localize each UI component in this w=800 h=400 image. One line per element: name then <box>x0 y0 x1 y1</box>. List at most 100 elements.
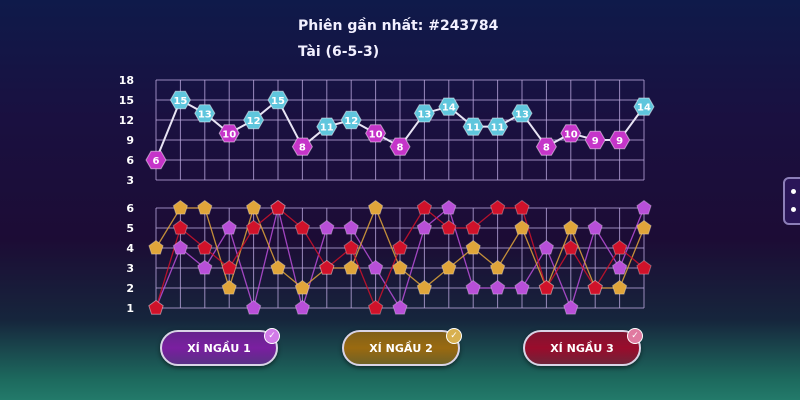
check-icon: ✓ <box>264 328 280 344</box>
dice3-point <box>148 299 164 315</box>
sum-point-label: 10 <box>369 129 383 140</box>
dice2-point <box>172 199 189 215</box>
dice2-point <box>489 259 506 275</box>
y-tick-label: 1 <box>126 302 134 315</box>
sum-point <box>487 117 509 136</box>
sum-point-label: 11 <box>466 123 480 134</box>
sum-point-label: 14 <box>637 103 651 114</box>
dice-1-button[interactable]: XÍ NGẦU 1 ✓ <box>160 328 280 366</box>
sum-point-label: 12 <box>344 116 358 127</box>
sum-point <box>462 117 484 136</box>
sum-point-label: 11 <box>491 123 505 134</box>
sum-point-label: 9 <box>616 136 623 147</box>
dice3-point <box>294 219 311 235</box>
dice1-point <box>587 219 603 235</box>
dice3-point <box>270 199 286 215</box>
dice1-point <box>636 199 652 215</box>
dice3-point <box>172 219 189 235</box>
dice1-point <box>343 219 359 235</box>
dice1-point <box>245 299 262 315</box>
dice2-point <box>514 219 530 235</box>
sum-point-label: 8 <box>397 143 404 154</box>
dice3-point <box>343 239 359 255</box>
sum-point <box>511 104 533 123</box>
dice2-point <box>441 259 457 275</box>
dice1-point <box>197 259 213 275</box>
dice3-point <box>441 219 457 235</box>
dice2-point <box>392 259 408 275</box>
dice3-point <box>636 259 652 275</box>
sum-point <box>389 137 411 156</box>
sum-point-label: 13 <box>417 109 431 120</box>
dice3-point <box>465 219 481 235</box>
sum-point <box>291 137 313 156</box>
y-tick-label: 6 <box>126 154 134 167</box>
dice2-point <box>343 259 359 275</box>
dice3-point <box>221 259 237 275</box>
sum-point-label: 13 <box>198 109 212 120</box>
sum-point-label: 15 <box>271 96 285 107</box>
dice1-point <box>172 239 189 255</box>
dice2-point <box>245 199 262 215</box>
sum-point <box>340 110 362 130</box>
sum-point <box>438 97 460 116</box>
dice3-point <box>367 299 384 315</box>
dice3-point <box>392 239 408 255</box>
dice-3-button[interactable]: XÍ NGẦU 3 ✓ <box>523 328 643 366</box>
dice2-point <box>197 199 213 215</box>
sum-point-label: 9 <box>592 136 599 147</box>
sum-point <box>633 97 655 116</box>
sum-point-label: 12 <box>247 116 261 127</box>
dice3-point <box>611 239 628 255</box>
session-title: Phiên gần nhất: #243784 <box>298 18 499 34</box>
sum-point <box>218 124 240 143</box>
dice2-point <box>221 279 237 295</box>
dice2-point <box>148 239 164 255</box>
dice2-point <box>465 239 481 255</box>
check-icon: ✓ <box>627 328 643 344</box>
dice3-point <box>489 199 506 215</box>
y-tick-label: 5 <box>126 222 134 235</box>
dice3-point <box>563 239 579 255</box>
sum-point-label: 8 <box>299 143 306 154</box>
sum-point-label: 10 <box>564 129 578 140</box>
sum-point-label: 15 <box>173 96 187 107</box>
dice-2-button[interactable]: XÍ NGẦU 2 ✓ <box>342 328 462 366</box>
sum-point-label: 8 <box>543 143 550 154</box>
dice3-point <box>587 279 603 295</box>
y-tick-label: 2 <box>126 282 134 295</box>
y-tick-label: 3 <box>126 262 134 275</box>
y-tick-label: 18 <box>119 74 134 87</box>
button-label: XÍ NGẦU 2 <box>369 341 433 355</box>
dice3-point <box>245 219 262 235</box>
dice1-point <box>294 299 311 315</box>
sum-point-label: 11 <box>320 123 334 134</box>
dice1-point <box>611 259 628 275</box>
dice-panel-button[interactable] <box>783 177 800 225</box>
dice2-point <box>294 279 311 295</box>
sum-point <box>169 90 191 110</box>
dice3-point <box>416 199 433 215</box>
dice2-point <box>563 219 579 235</box>
dice3-point <box>514 199 530 215</box>
sum-point <box>316 117 338 136</box>
sum-point <box>584 130 606 150</box>
sum-point <box>535 137 557 156</box>
y-tick-label: 4 <box>126 242 134 255</box>
y-tick-label: 3 <box>126 174 134 187</box>
button-label: XÍ NGẦU 3 <box>550 341 614 355</box>
sum-point-label: 13 <box>515 109 529 120</box>
session-result: Tài (6-5-3) <box>298 44 380 60</box>
sum-point-label: 6 <box>153 156 160 167</box>
sum-point <box>243 110 265 130</box>
dice2-point <box>367 199 384 215</box>
dice1-point <box>392 299 408 315</box>
dice1-point <box>367 259 384 275</box>
check-icon: ✓ <box>446 328 462 344</box>
sum-point-label: 14 <box>442 103 456 114</box>
sum-point <box>145 150 167 170</box>
sum-point <box>194 104 216 123</box>
dice3-point <box>197 239 213 255</box>
y-tick-label: 6 <box>126 202 134 215</box>
